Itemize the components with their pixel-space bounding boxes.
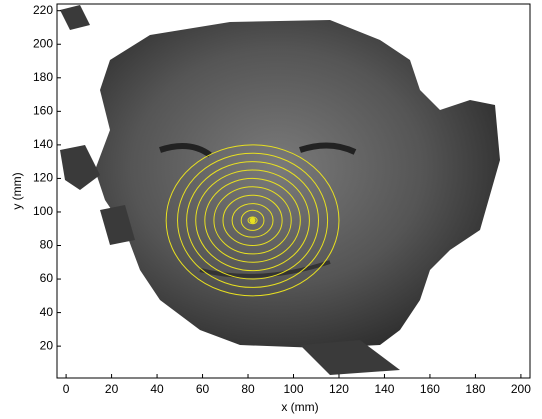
center-point [250, 217, 256, 223]
y-tick-label: 140 [33, 137, 53, 151]
y-tick-label: 60 [40, 271, 54, 285]
x-tick-label: 20 [105, 382, 119, 396]
x-tick-label: 200 [511, 382, 531, 396]
y-tick-label: 100 [33, 204, 53, 218]
y-tick-label: 180 [33, 70, 53, 84]
y-tick-label: 220 [33, 3, 53, 17]
x-tick-label: 80 [241, 382, 255, 396]
y-tick-label: 120 [33, 171, 53, 185]
y-tick-label: 80 [40, 238, 54, 252]
x-axis-label: x (mm) [281, 400, 318, 414]
x-tick-label: 60 [196, 382, 210, 396]
x-tick-label: 180 [465, 382, 485, 396]
y-tick-label: 160 [33, 104, 53, 118]
x-tick-label: 0 [63, 382, 70, 396]
x-tick-label: 40 [150, 382, 164, 396]
x-tick-label: 160 [420, 382, 440, 396]
y-tick-label: 20 [40, 338, 54, 352]
chart: x (mm) y (mm) 0 20 40 60 80 100 120 140 160 180 20… [0, 0, 542, 419]
y-tick-label: 40 [40, 305, 54, 319]
x-tick-label: 100 [283, 382, 303, 396]
x-tick-label: 140 [374, 382, 394, 396]
x-tick-label: 120 [329, 382, 349, 396]
face-image [60, 5, 500, 375]
y-tick-label: 200 [33, 36, 53, 50]
y-axis-label: y (mm) [10, 172, 24, 209]
